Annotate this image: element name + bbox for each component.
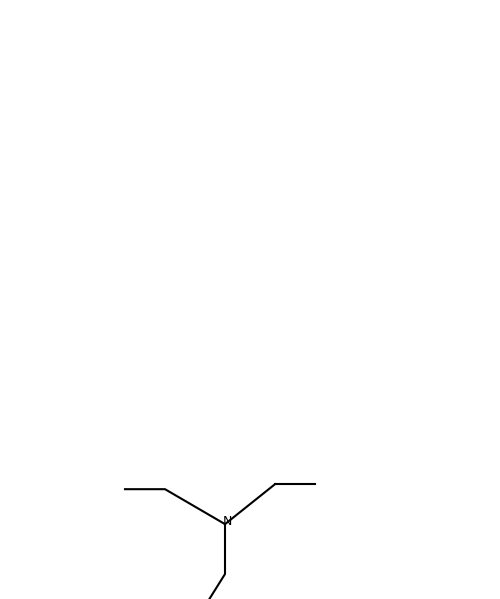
Text: N: N (223, 515, 232, 528)
